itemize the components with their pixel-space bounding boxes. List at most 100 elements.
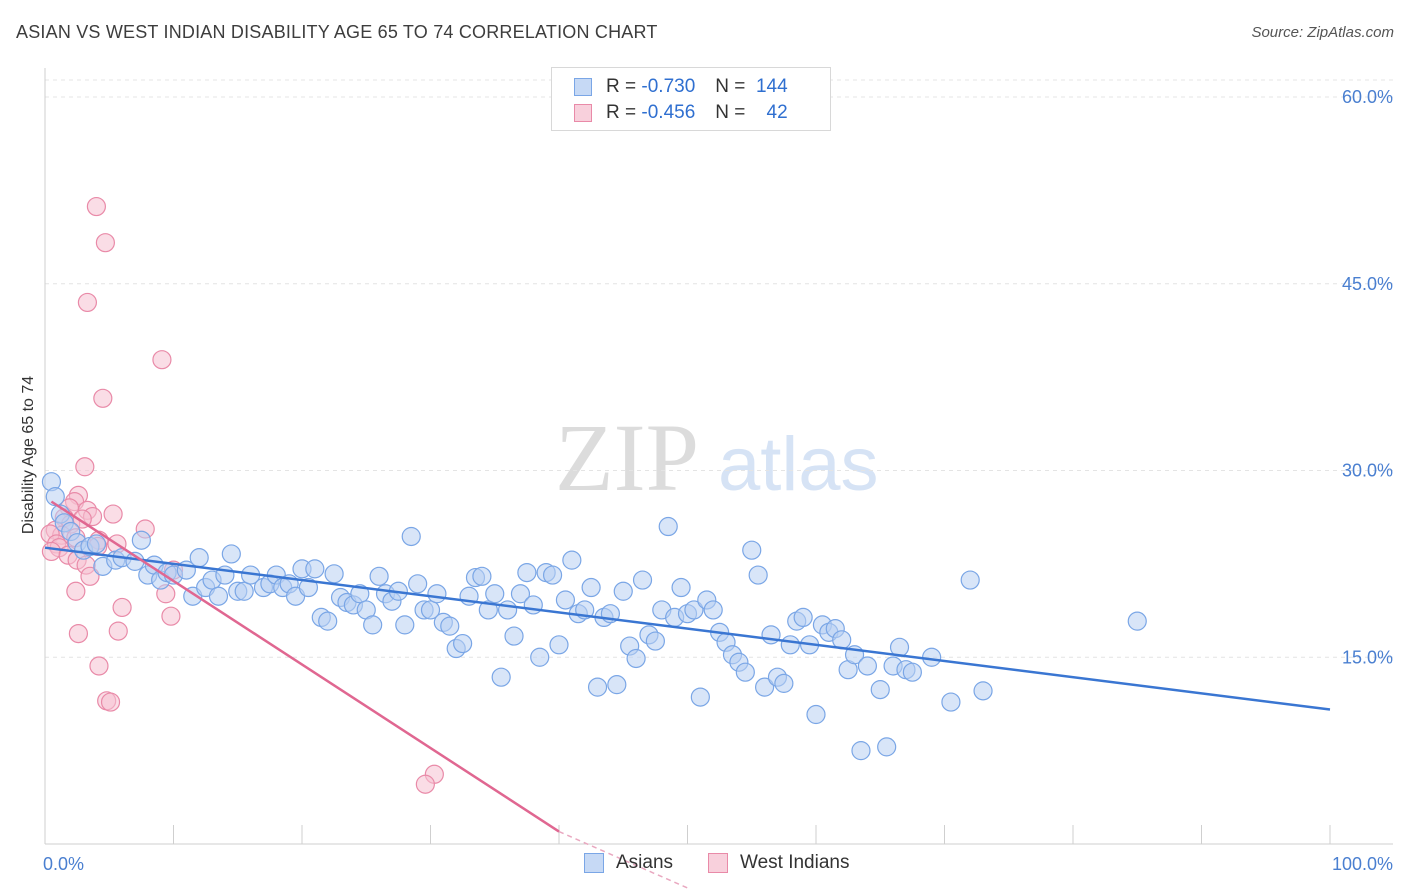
west-indian-point xyxy=(66,581,86,601)
asians-trend-line xyxy=(44,546,1331,711)
asian-point xyxy=(208,586,229,606)
asian-point xyxy=(877,737,897,757)
trend-lines xyxy=(44,500,1331,889)
series-legend-west-indians[interactable]: West Indians xyxy=(708,852,849,874)
source-label: Source: ZipAtlas.com xyxy=(1251,24,1394,41)
asian-point xyxy=(395,615,415,635)
asian-point xyxy=(658,516,678,537)
y-tick-label: 60.0% xyxy=(1342,87,1393,107)
west-indian-point xyxy=(86,196,107,217)
y-tick-label: 45.0% xyxy=(1342,274,1393,294)
y-tick-label: 30.0% xyxy=(1342,461,1393,481)
asian-point xyxy=(485,584,505,604)
asian-point xyxy=(973,681,993,701)
axes xyxy=(44,68,1393,845)
west-indian-point xyxy=(77,292,98,313)
legend-r-value: -0.730 xyxy=(641,76,696,97)
y-axis-title: Disability Age 65 to 74 xyxy=(20,376,37,534)
asian-point xyxy=(902,662,922,682)
chart-title: ASIAN VS WEST INDIAN DISABILITY AGE 65 T… xyxy=(16,22,658,42)
asian-point xyxy=(530,647,550,667)
asian-point xyxy=(131,530,151,550)
west-indian-point xyxy=(68,623,89,644)
legend-row-west-indians: R = -0.456 N = 42 xyxy=(574,101,788,125)
asian-point xyxy=(542,565,563,585)
series-label-asians: Asians xyxy=(616,852,674,873)
asian-point xyxy=(870,680,890,700)
asian-point xyxy=(318,611,338,631)
asian-point xyxy=(632,570,653,590)
y-tick-labels: 15.0% 30.0% 45.0% 60.0% xyxy=(1342,87,1393,667)
legend-swatch-west-indians xyxy=(574,104,592,122)
asian-point xyxy=(517,562,537,583)
asian-point xyxy=(363,615,383,635)
asian-point xyxy=(324,564,344,584)
legend-swatch-asians xyxy=(574,78,592,96)
asian-point xyxy=(427,584,447,604)
legend-n-label: N = xyxy=(715,102,746,123)
legend-n-value: 42 xyxy=(766,102,788,123)
series-legend-asians[interactable]: Asians xyxy=(584,852,673,874)
asian-point xyxy=(748,565,768,585)
west-indian-point xyxy=(93,388,113,408)
asian-point xyxy=(549,635,569,655)
asian-point xyxy=(478,600,498,620)
asian-point xyxy=(298,577,319,598)
legend-row-asians: R = -0.730 N = 144 xyxy=(574,75,788,99)
asian-point xyxy=(690,687,710,707)
asian-point xyxy=(504,626,524,646)
asian-point xyxy=(703,600,723,620)
stats-legend: R = -0.730 N = 144 R = -0.456 N = 42 xyxy=(551,67,831,131)
asian-point xyxy=(453,633,473,654)
asian-point xyxy=(555,590,576,610)
legend-n-value: 144 xyxy=(755,76,788,97)
asian-point xyxy=(510,584,531,604)
asian-point xyxy=(562,550,582,570)
asian-point xyxy=(305,559,325,579)
asian-point xyxy=(754,677,775,697)
asian-point xyxy=(523,595,543,615)
west-indian-point xyxy=(152,350,172,370)
asian-point xyxy=(960,570,980,590)
asian-point xyxy=(780,635,800,655)
west-indian-point xyxy=(100,692,121,712)
asian-point xyxy=(491,667,511,687)
west-indian-point xyxy=(95,233,115,253)
asian-point xyxy=(793,607,813,628)
asian-point xyxy=(581,577,601,598)
asian-point xyxy=(221,544,241,564)
x-tick-labels: 0.0% 100.0% xyxy=(43,854,1393,874)
asian-point xyxy=(922,647,942,667)
asian-point xyxy=(607,675,627,695)
legend-r-label: R = xyxy=(606,76,637,97)
west-indian-point xyxy=(103,504,123,524)
asian-point xyxy=(941,692,961,712)
legend-r-label: R = xyxy=(606,102,637,123)
west-indian-point xyxy=(108,621,128,641)
series-legend: Asians West Indians xyxy=(0,852,1406,878)
x-tick-label: 0.0% xyxy=(43,854,84,874)
series-label-west-indians: West Indians xyxy=(740,852,850,873)
asian-point xyxy=(742,540,762,560)
watermark-zip: ZIP xyxy=(555,404,699,511)
asian-point xyxy=(189,548,209,568)
asian-point xyxy=(857,656,878,676)
west-indian-point xyxy=(41,541,62,562)
x-tick-label: 100.0% xyxy=(1332,854,1393,874)
asian-point xyxy=(645,631,665,651)
asian-point xyxy=(671,577,691,598)
asian-point xyxy=(45,487,65,507)
asian-point xyxy=(735,662,755,682)
watermark-atlas: atlas xyxy=(718,422,879,507)
west-indian-point xyxy=(112,597,132,618)
west-indian-point xyxy=(161,606,181,626)
y-tick-label: 15.0% xyxy=(1342,647,1393,667)
asian-point xyxy=(369,566,389,586)
west-indian-point xyxy=(415,774,435,794)
asian-point xyxy=(86,534,107,554)
west-indians-trend-line xyxy=(50,500,560,833)
west-indian-point xyxy=(80,566,100,586)
legend-r-value: -0.456 xyxy=(641,102,696,123)
asian-point xyxy=(440,616,460,636)
